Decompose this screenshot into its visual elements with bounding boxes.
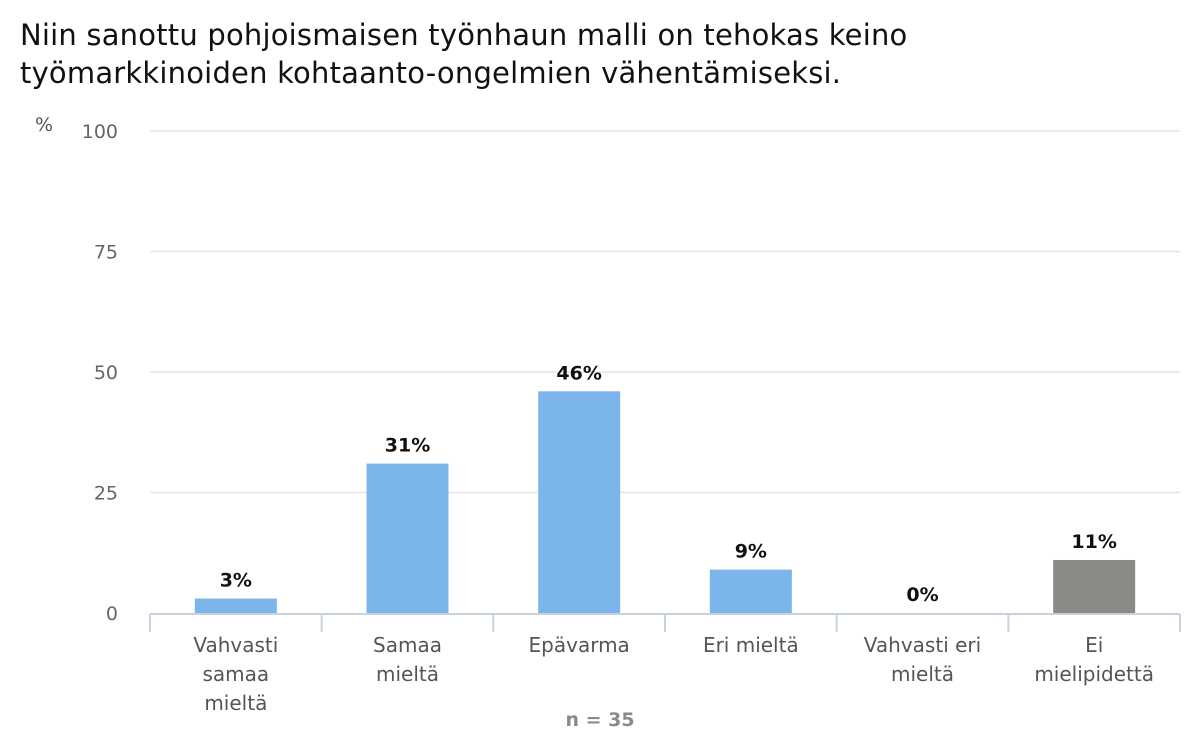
bar xyxy=(366,463,449,613)
y-tick-label: 25 xyxy=(94,483,118,505)
bar xyxy=(709,569,792,613)
y-tick-label: 100 xyxy=(82,121,118,143)
x-tick-label-line: mieltä xyxy=(204,691,267,715)
y-axis-ticks: 0 25 50 75 100 xyxy=(82,121,118,625)
data-label: 11% xyxy=(1071,531,1116,553)
x-tick-label: Epävarma xyxy=(529,633,630,657)
gridlines xyxy=(150,130,1180,494)
x-tick-label: Eri mieltä xyxy=(703,633,799,657)
y-tick-label: 50 xyxy=(94,362,118,384)
data-label: 0% xyxy=(906,584,938,606)
data-label: 31% xyxy=(385,435,430,457)
x-axis-labels: Vahvasti samaa mieltä Samaa mieltä Epävarma Er… xyxy=(193,633,1154,715)
x-tick-label: Ei mielipidettä xyxy=(1034,633,1154,686)
x-tick-label: Samaa mieltä xyxy=(373,633,442,686)
bar xyxy=(538,391,621,613)
chart-title: Niin sanottu pohjoismaisen työnhaun mall… xyxy=(20,18,908,90)
x-tick-label-line: Eri mieltä xyxy=(703,633,799,657)
x-tick-label-line: Vahvasti xyxy=(193,633,278,657)
x-tick-label-line: mielipidettä xyxy=(1034,662,1154,686)
x-tick-label-line: mieltä xyxy=(376,662,439,686)
x-tick-label: Vahvasti eri mieltä xyxy=(864,633,981,686)
x-tick-label-line: Ei xyxy=(1085,633,1103,657)
sample-size-label: n = 35 xyxy=(565,709,634,731)
x-tick-label-line: samaa xyxy=(202,662,269,686)
data-label: 46% xyxy=(556,362,601,384)
x-tick-label-line: mieltä xyxy=(891,662,954,686)
data-labels: 3% 31% 46% 9% 0% 11% xyxy=(220,362,1117,606)
x-tick-label-line: Samaa xyxy=(373,633,442,657)
x-tick-label: Vahvasti samaa mieltä xyxy=(193,633,278,715)
data-label: 9% xyxy=(735,541,767,563)
data-label: 3% xyxy=(220,570,252,592)
y-tick-label: 0 xyxy=(106,603,118,625)
bar xyxy=(194,598,277,613)
x-tick-label-line: Vahvasti eri xyxy=(864,633,981,657)
y-tick-label: 75 xyxy=(94,242,118,264)
x-tick-label-line: Epävarma xyxy=(529,633,630,657)
bar xyxy=(1053,559,1136,613)
bars xyxy=(194,391,1136,613)
y-axis-unit: % xyxy=(35,114,53,136)
x-axis xyxy=(149,613,1181,632)
